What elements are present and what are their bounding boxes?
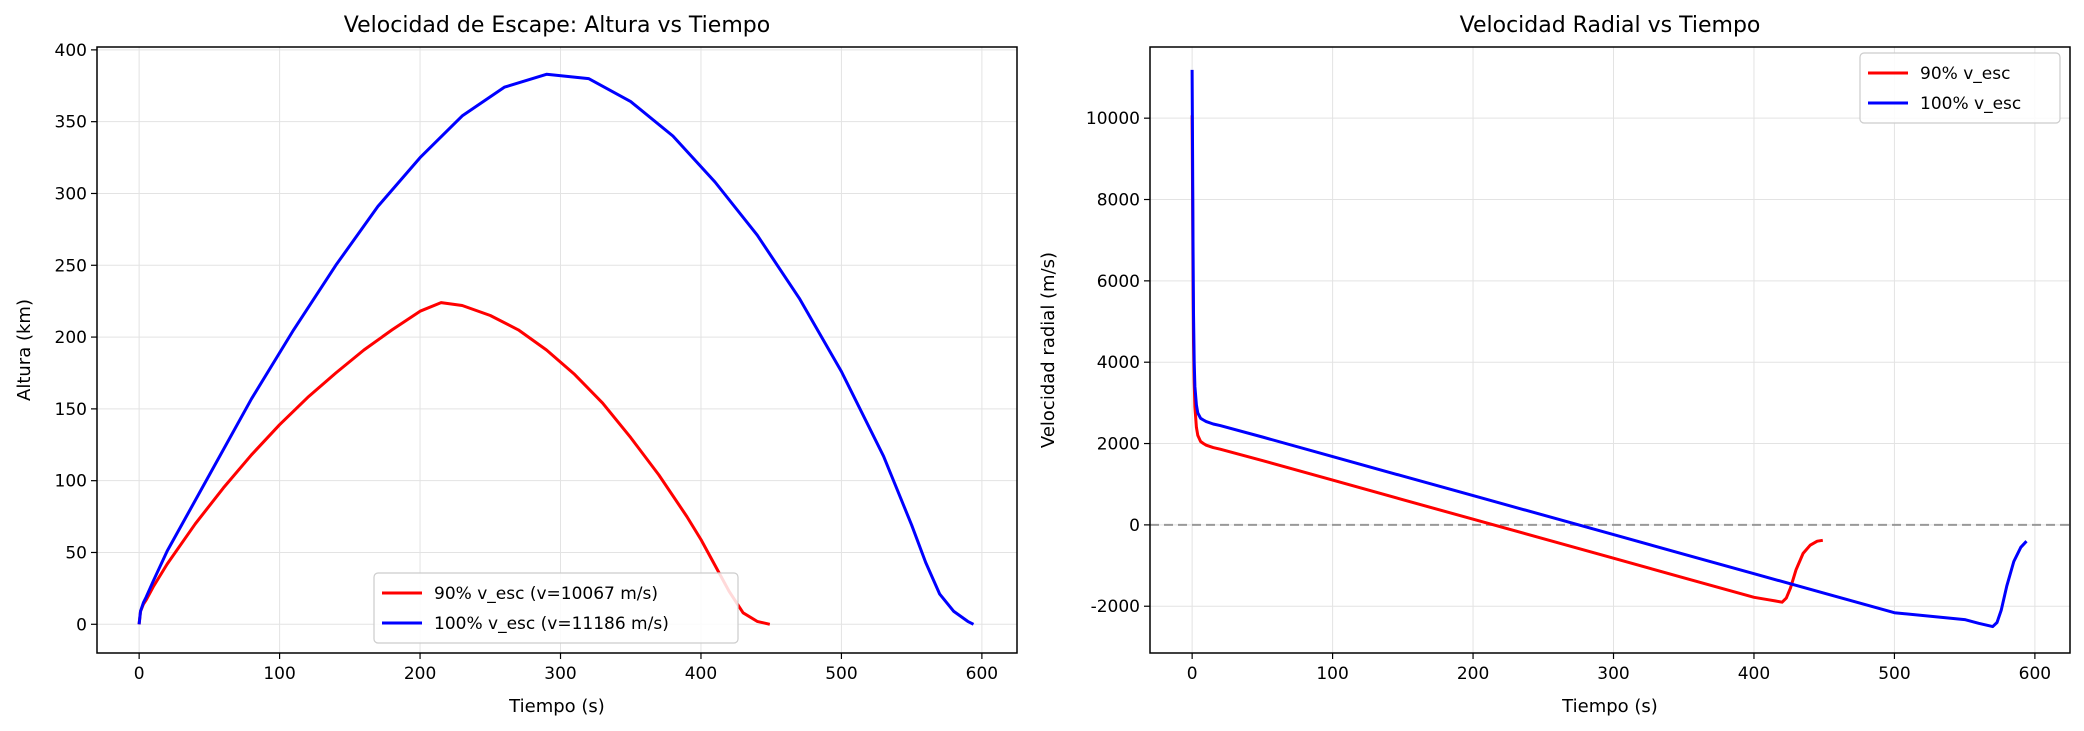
series-line-2 [137,72,975,626]
x-tick-label: 600 [966,664,998,684]
y-tick-label: 150 [55,400,87,420]
x-tick-label: 400 [685,664,717,684]
chart-velocidad-radial-vs-tiempo: 0 100 200 300 400 500 600 -2000 0 2000 4000 6000 800… [1038,13,2071,717]
y-tick-label: 250 [55,256,87,276]
y-tick-label: 0 [1129,516,1140,536]
y-tick-label: 8000 [1097,191,1140,211]
x-tick-label: 0 [1187,664,1198,684]
grid [1150,47,2070,653]
y-tick-label: 10000 [1086,109,1140,129]
chart-altura-vs-tiempo: 0 100 200 300 400 500 600 0 50 100 150 200 250 300 350… [14,13,1018,717]
x-tick-label: 300 [1597,664,1629,684]
y-tick-label: 50 [65,543,87,563]
series-lines [1190,69,2028,629]
y-axis-label: Altura (km) [14,299,35,401]
ticks: 0 100 200 300 400 500 600 0 50 100 150 200 250 300 350… [55,41,999,684]
legend-label-series-2: 100% v_esc (v=11186 m/s) [434,614,669,634]
axes-frame [1149,46,2071,654]
x-tick-label: 200 [404,664,436,684]
x-tick-label: 600 [2019,664,2051,684]
legend: 90% v_esc 100% v_esc [1859,52,2061,124]
y-tick-label: 100 [55,472,87,492]
grid [97,47,1017,653]
x-axis-label: Tiempo (s) [1561,696,1658,717]
legend-label-series-2: 100% v_esc [1920,94,2021,114]
x-tick-label: 100 [263,664,295,684]
series-line-1 [137,301,771,626]
series-line-1 [1190,115,1824,604]
y-tick-label: 4000 [1097,353,1140,373]
y-tick-label: 350 [55,113,87,133]
y-tick-label: -2000 [1091,597,1140,617]
ticks: 0 100 200 300 400 500 600 -2000 0 2000 4000 6000 800… [1086,109,2051,684]
y-tick-label: 400 [55,41,87,61]
x-tick-label: 500 [825,664,857,684]
legend-box [373,572,739,644]
x-tick-label: 200 [1457,664,1489,684]
chart-title: Velocidad Radial vs Tiempo [1460,13,1761,38]
x-tick-label: 500 [1878,664,1910,684]
x-tick-label: 300 [544,664,576,684]
legend-box [1859,52,2061,124]
legend: 90% v_esc (v=10067 m/s) 100% v_esc (v=11… [373,572,739,644]
legend-label-series-1: 90% v_esc (v=10067 m/s) [434,584,658,604]
x-tick-label: 400 [1738,664,1770,684]
y-tick-label: 0 [76,615,87,635]
series-lines [137,72,975,626]
x-tick-label: 0 [134,664,145,684]
y-tick-label: 2000 [1097,435,1140,455]
y-axis-label: Velocidad radial (m/s) [1038,252,1059,448]
series-line-2 [1190,69,2028,629]
axes-frame [96,46,1018,654]
x-tick-label: 100 [1316,664,1348,684]
y-tick-label: 300 [55,184,87,204]
legend-label-series-1: 90% v_esc [1920,64,2010,84]
y-tick-label: 6000 [1097,272,1140,292]
x-axis-label: Tiempo (s) [508,696,605,717]
chart-title: Velocidad de Escape: Altura vs Tiempo [344,13,770,38]
y-tick-label: 200 [55,328,87,348]
